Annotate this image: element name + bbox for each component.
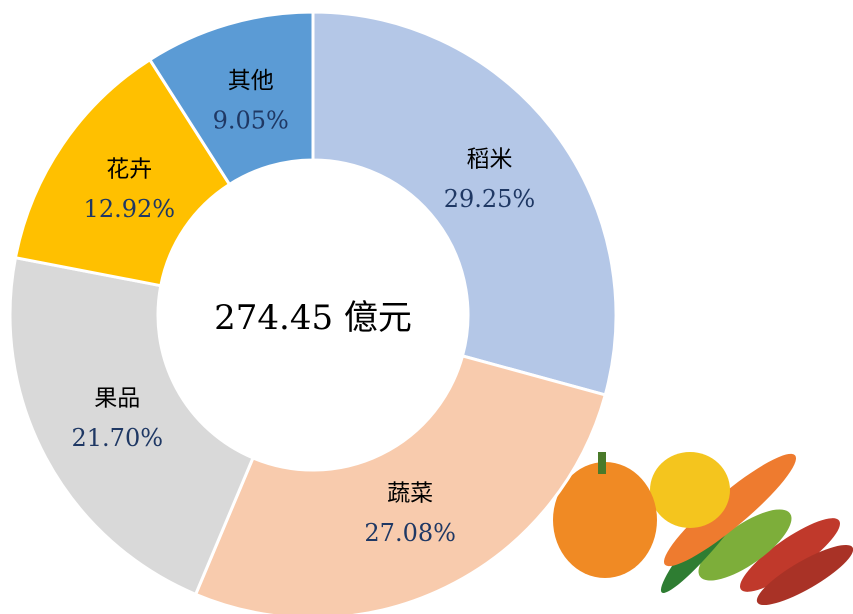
slice <box>8 255 255 597</box>
slice-value-label: 9.05% <box>213 106 289 134</box>
slice-value-label: 21.70% <box>72 424 164 452</box>
slice-value-label: 12.92% <box>84 195 176 223</box>
slice <box>193 354 608 614</box>
slice-name: 稻米 <box>466 146 512 172</box>
slice-value-label: 29.25% <box>444 185 536 213</box>
slice-name: 其他 <box>228 68 274 94</box>
slice-name: 蔬菜 <box>387 481 433 507</box>
center-label: 274.45 億元 <box>214 298 412 338</box>
slice-name: 果品 <box>94 386 140 412</box>
slice <box>147 10 315 187</box>
slice-value-label: 27.08% <box>364 519 456 547</box>
slice <box>311 10 618 397</box>
vegetables-picture <box>553 452 853 606</box>
slice-name: 花卉 <box>106 156 152 182</box>
